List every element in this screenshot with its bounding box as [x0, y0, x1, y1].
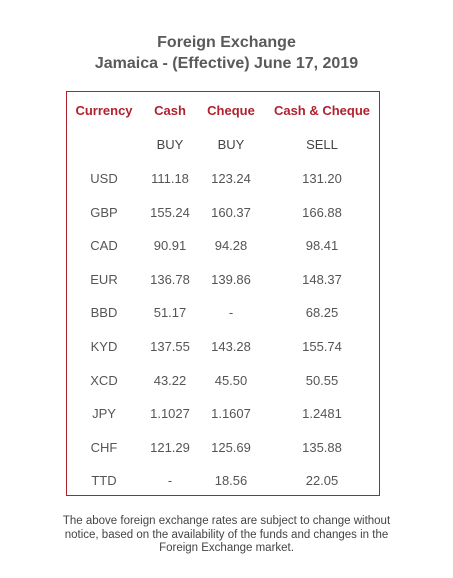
rate-cell: 22.05	[305, 473, 339, 489]
rate-cell: 98.41	[305, 238, 339, 254]
rate-cell: -	[167, 473, 173, 489]
rate-cell: 1.2481	[302, 406, 342, 422]
rate-cell: 121.29	[150, 439, 190, 455]
rate-cell: 125.69	[211, 439, 251, 455]
currency-code-cell: USD	[90, 171, 118, 186]
column-header-2: Cheque	[207, 103, 255, 118]
rate-cell: 111.18	[151, 171, 189, 186]
rate-cell: 155.24	[150, 204, 190, 220]
column-subheader-3: SELL	[306, 137, 338, 152]
rate-cell: 18.56	[214, 473, 248, 489]
column-header-0: Currency	[75, 103, 133, 118]
currency-code-cell: JPY	[92, 406, 116, 422]
currency-code-cell: CHF	[90, 439, 118, 455]
disclaimer-line-3: Foreign Exchange market.	[159, 542, 294, 554]
rate-cell: 137.55	[150, 339, 190, 354]
disclaimer-line-1: The above foreign exchange rates are sub…	[62, 515, 391, 527]
rate-cell: 1.1027	[150, 406, 190, 422]
rate-cell: 68.25	[305, 305, 339, 321]
rate-cell: 51.17	[153, 305, 187, 321]
rate-cell: 139.86	[211, 271, 251, 287]
currency-code-cell: KYD	[90, 339, 118, 354]
rate-cell: 155.74	[302, 339, 342, 354]
currency-code-cell: CAD	[90, 238, 118, 254]
rate-cell: 131.20	[302, 171, 342, 186]
rate-cell: 136.78	[150, 271, 190, 287]
rate-cell: 166.88	[302, 204, 342, 220]
disclaimer-text: The above foreign exchange rates are sub…	[40, 515, 413, 556]
column-subheader-1: BUY	[156, 137, 184, 152]
rate-cell: 160.37	[211, 204, 251, 220]
currency-code-cell: XCD	[90, 372, 118, 388]
rate-cell: 123.24	[211, 171, 251, 186]
column-header-1: Cash	[154, 103, 186, 118]
column-subheader-2: BUY	[217, 137, 245, 152]
rate-cell: 143.28	[211, 339, 251, 354]
currency-code-cell: EUR	[90, 271, 118, 287]
rate-cell: 1.1607	[211, 406, 251, 422]
rate-cell: 45.50	[214, 372, 248, 388]
rate-cell: 43.22	[153, 372, 187, 388]
currency-code-cell: TTD	[91, 473, 117, 489]
column-header-3: Cash & Cheque	[273, 103, 371, 118]
currency-code-cell: BBD	[90, 305, 118, 321]
rate-cell: 135.88	[302, 439, 342, 455]
page-subtitle-date: Jamaica - (Effective) June 17, 2019	[94, 55, 359, 72]
rates-table-border	[66, 91, 380, 496]
rate-cell: 90.91	[153, 238, 187, 254]
rate-cell: 148.37	[302, 271, 342, 287]
rate-cell: -	[228, 305, 234, 321]
disclaimer-line-2: notice, based on the availability of the…	[64, 528, 389, 541]
rate-cell: 94.28	[214, 238, 248, 254]
currency-code-cell: GBP	[90, 204, 118, 220]
rate-cell: 50.55	[305, 372, 339, 388]
page-title: Foreign Exchange	[157, 34, 296, 51]
